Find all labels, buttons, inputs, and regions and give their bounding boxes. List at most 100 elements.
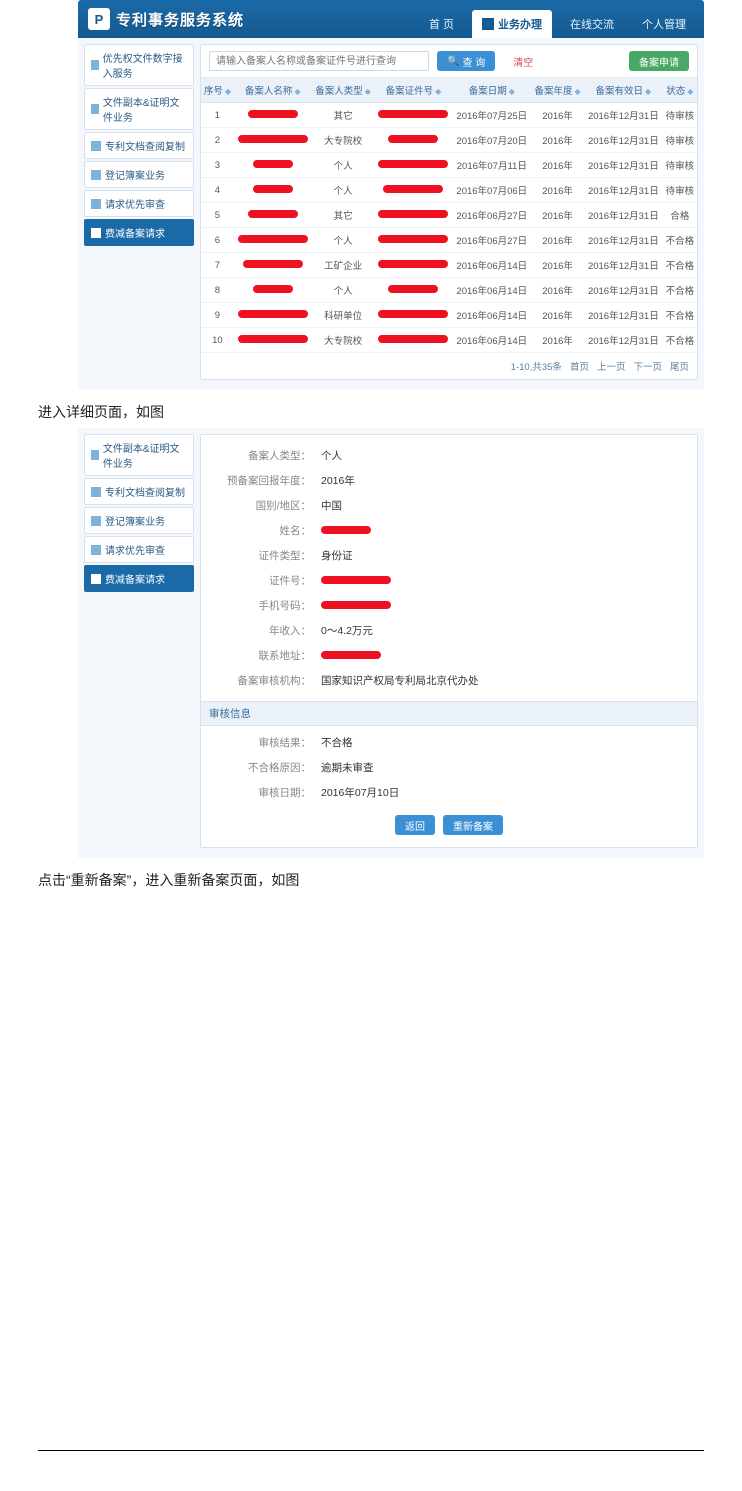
redacted	[253, 160, 293, 168]
add-button[interactable]: 备案申请	[629, 51, 689, 71]
sidebar-item-label: 专利文档查阅复制	[105, 484, 185, 499]
nav-tab[interactable]: 业务办理	[472, 10, 552, 38]
nav-tab[interactable]: 首 页	[419, 10, 464, 38]
table-cell: 2016年12月31日	[584, 128, 663, 153]
redacted	[388, 285, 438, 293]
table-cell: 不合格	[663, 328, 697, 353]
caption-2: 点击“重新备案”，进入重新备案页面，如图	[38, 870, 742, 890]
detail-value	[321, 650, 381, 662]
table-header[interactable]: 备案年度◆	[531, 78, 584, 103]
search-input[interactable]	[209, 51, 429, 71]
redacted	[238, 235, 308, 243]
table-cell: 合格	[663, 203, 697, 228]
sidebar-icon	[91, 141, 101, 151]
table-row[interactable]: 6个人2016年06月27日2016年2016年12月31日不合格	[201, 228, 697, 253]
table-cell	[234, 128, 312, 153]
table-cell: 2016年12月31日	[584, 103, 663, 128]
table-cell: 2016年07月11日	[452, 153, 531, 178]
clear-button[interactable]: 清空	[503, 51, 543, 71]
detail-row: 备案人类型：个人	[211, 443, 687, 468]
table-header[interactable]: 备案人名称◆	[234, 78, 312, 103]
sidebar-item-label: 专利文档查阅复制	[105, 138, 185, 153]
detail-row: 手机号码：	[211, 593, 687, 618]
main-panel: 🔍查 询 清空 备案申请 序号◆备案人名称◆备案人类型◆备案证件号◆备案日期◆备…	[200, 44, 698, 380]
sidebar-item[interactable]: 专利文档查阅复制	[84, 132, 194, 159]
audit-label: 不合格原因：	[211, 760, 321, 775]
sidebar-item-label: 文件副本&证明文件业务	[103, 94, 187, 124]
caption-1: 进入详细页面，如图	[38, 402, 742, 422]
table-cell: 5	[201, 203, 234, 228]
sidebar-item[interactable]: 优先权文件数字接入服务	[84, 44, 194, 86]
table-row[interactable]: 7工矿企业2016年06月14日2016年2016年12月31日不合格	[201, 253, 697, 278]
sidebar-item-label: 优先权文件数字接入服务	[103, 50, 187, 80]
detail-row: 年收入：0～4.2万元	[211, 618, 687, 643]
sidebar-item[interactable]: 文件副本&证明文件业务	[84, 434, 194, 476]
pager-next[interactable]: 下一页	[633, 359, 662, 373]
pager-prev[interactable]: 上一页	[597, 359, 626, 373]
table-cell: 个人	[312, 278, 375, 303]
table-cell: 2016年	[531, 303, 584, 328]
table-row[interactable]: 8个人2016年06月14日2016年2016年12月31日不合格	[201, 278, 697, 303]
table-cell	[375, 178, 453, 203]
table-row[interactable]: 9科研单位2016年06月14日2016年2016年12月31日不合格	[201, 303, 697, 328]
table-row[interactable]: 1其它2016年07月25日2016年2016年12月31日待审核	[201, 103, 697, 128]
search-button[interactable]: 🔍查 询	[437, 51, 495, 71]
pager-info: 1-10,共35条	[511, 359, 562, 373]
audit-value: 不合格	[321, 735, 353, 750]
table-cell: 2016年12月31日	[584, 228, 663, 253]
table-header[interactable]: 状态◆	[663, 78, 697, 103]
detail-row: 姓名：	[211, 518, 687, 543]
back-button[interactable]: 返回	[395, 815, 435, 835]
table-header[interactable]: 备案有效日◆	[584, 78, 663, 103]
sidebar-item-label: 登记簿案业务	[105, 167, 165, 182]
logo-icon: P	[88, 8, 110, 30]
sidebar-item[interactable]: 登记簿案业务	[84, 161, 194, 188]
sidebar-item[interactable]: 请求优先审查	[84, 536, 194, 563]
audit-row: 审核日期：2016年07月10日	[211, 780, 687, 805]
sidebar-item-label: 文件副本&证明文件业务	[103, 440, 187, 470]
nav-tab-label: 个人管理	[642, 16, 686, 32]
table-cell: 2016年12月31日	[584, 278, 663, 303]
table-cell: 1	[201, 103, 234, 128]
pager-last[interactable]: 尾页	[670, 359, 689, 373]
table-cell: 2016年	[531, 228, 584, 253]
detail-row: 联系地址：	[211, 643, 687, 668]
sidebar: 优先权文件数字接入服务文件副本&证明文件业务专利文档查阅复制登记簿案业务请求优先…	[84, 44, 194, 380]
nav-tab[interactable]: 个人管理	[632, 10, 696, 38]
table-header[interactable]: 备案证件号◆	[375, 78, 453, 103]
renew-button[interactable]: 重新备案	[443, 815, 503, 835]
table-header[interactable]: 序号◆	[201, 78, 234, 103]
table-header[interactable]: 备案人类型◆	[312, 78, 375, 103]
table-cell: 6	[201, 228, 234, 253]
detail-label: 证件号：	[211, 573, 321, 588]
sidebar-item[interactable]: 费减备案请求	[84, 219, 194, 246]
detail-row: 证件类型：身份证	[211, 543, 687, 568]
table-row[interactable]: 4个人2016年07月06日2016年2016年12月31日待审核	[201, 178, 697, 203]
sidebar-item[interactable]: 费减备案请求	[84, 565, 194, 592]
sidebar-item[interactable]: 专利文档查阅复制	[84, 478, 194, 505]
redacted	[378, 235, 448, 243]
table-cell	[375, 253, 453, 278]
table-row[interactable]: 2大专院校2016年07月20日2016年2016年12月31日待审核	[201, 128, 697, 153]
table-row[interactable]: 5其它2016年06月27日2016年2016年12月31日合格	[201, 203, 697, 228]
pager-first[interactable]: 首页	[570, 359, 589, 373]
audit-row: 审核结果：不合格	[211, 730, 687, 755]
table-cell: 2016年06月14日	[452, 253, 531, 278]
audit-label: 审核日期：	[211, 785, 321, 800]
redacted	[388, 135, 438, 143]
redacted	[321, 601, 391, 609]
audit-value: 2016年07月10日	[321, 785, 399, 800]
audit-row: 不合格原因：逾期未审查	[211, 755, 687, 780]
redacted	[383, 185, 443, 193]
table-cell	[375, 278, 453, 303]
sidebar-item[interactable]: 文件副本&证明文件业务	[84, 88, 194, 130]
sidebar-item[interactable]: 登记簿案业务	[84, 507, 194, 534]
table-cell: 2016年06月14日	[452, 328, 531, 353]
table-row[interactable]: 10大专院校2016年06月14日2016年2016年12月31日不合格	[201, 328, 697, 353]
table-row[interactable]: 3个人2016年07月11日2016年2016年12月31日待审核	[201, 153, 697, 178]
nav-tab[interactable]: 在线交流	[560, 10, 624, 38]
table-header[interactable]: 备案日期◆	[452, 78, 531, 103]
nav-tab-label: 业务办理	[498, 16, 542, 32]
sidebar-icon	[91, 574, 101, 584]
sidebar-item[interactable]: 请求优先审查	[84, 190, 194, 217]
